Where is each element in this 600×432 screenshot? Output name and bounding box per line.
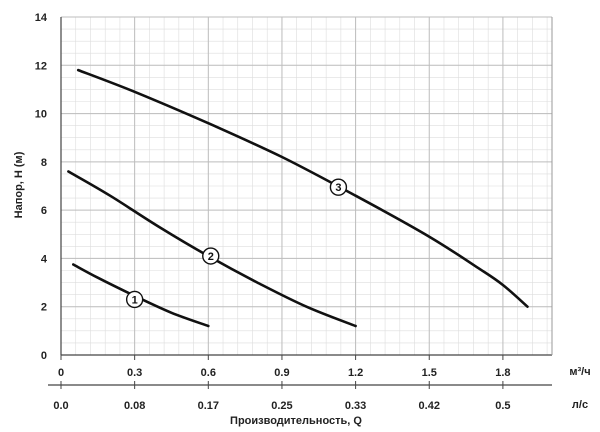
x-unit-secondary: л/с	[572, 399, 588, 411]
y-tick-label: 14	[35, 12, 48, 24]
x-tick-label-secondary: 0.25	[271, 400, 292, 412]
y-tick-label: 4	[41, 253, 48, 265]
x-tick-label-primary: 1.8	[495, 367, 510, 379]
y-axis-label: Напор, H (м)	[13, 151, 25, 218]
series-label-1: 1	[132, 294, 138, 306]
y-tick-label: 2	[41, 302, 47, 314]
x-tick-label-secondary: 0.08	[124, 400, 145, 412]
x-tick-label-primary: 0.6	[201, 367, 216, 379]
x-tick-label-primary: 0.9	[274, 367, 289, 379]
series-curve-3	[76, 68, 529, 308]
y-tick-label: 10	[35, 109, 47, 121]
x-tick-label-secondary: 0.42	[419, 400, 440, 412]
y-tick-label: 8	[41, 157, 47, 169]
y-tick-label: 0	[41, 350, 47, 362]
x-tick-label-secondary: 0.33	[345, 400, 366, 412]
series: 1 2 3	[67, 68, 529, 328]
y-tick-label: 6	[41, 205, 47, 217]
series-marker-2	[202, 247, 220, 265]
series-marker-3	[329, 178, 348, 196]
x-tick-label-secondary: 0.0	[53, 400, 68, 412]
x-tick-label-secondary: 0.17	[198, 400, 219, 412]
y-tick-label: 12	[35, 60, 47, 72]
x-tick-label-primary: 1.2	[348, 367, 363, 379]
series-label-3: 3	[335, 182, 341, 194]
x-tick-label-primary: 1.5	[422, 367, 437, 379]
x-tick-label-primary: 0	[58, 367, 64, 379]
axes	[48, 17, 553, 389]
x-unit-primary: м³/ч	[569, 366, 590, 378]
x-tick-label-secondary: 0.5	[495, 400, 510, 412]
series-label-2: 2	[208, 251, 214, 263]
series-marker-1	[125, 290, 144, 309]
x-tick-label-primary: 0.3	[127, 367, 142, 379]
x-axis-label: Производительность, Q	[230, 415, 362, 427]
